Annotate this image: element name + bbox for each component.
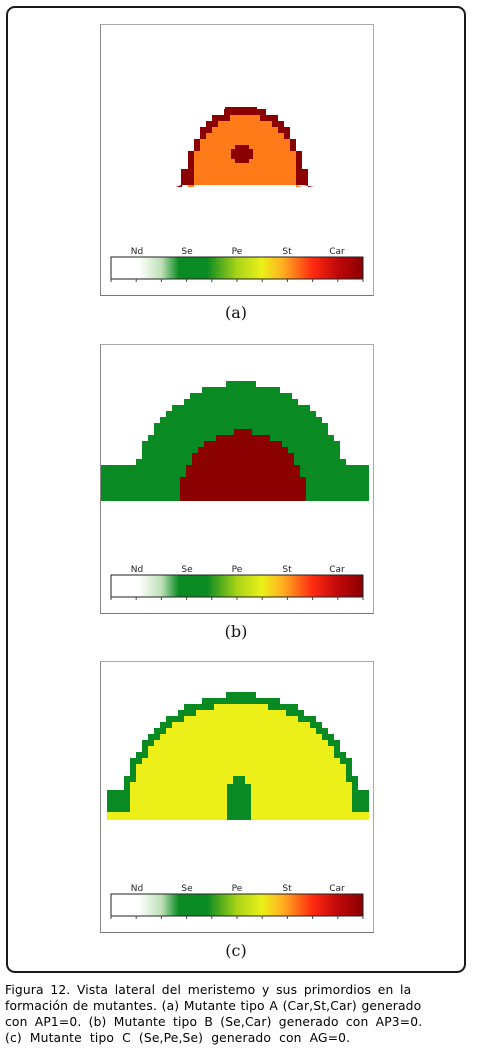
colorbar-gradient	[110, 893, 364, 917]
colorbar-label: St	[282, 247, 292, 257]
panel-b-label: (b)	[224, 622, 248, 641]
meristem-b-shape	[101, 381, 369, 501]
colorbar-gradient	[110, 574, 364, 598]
figure-frame	[6, 6, 466, 973]
left-edge	[101, 465, 107, 501]
colorbar-label: Pe	[232, 247, 243, 257]
colorbar-label: Nd	[131, 247, 143, 257]
corner-left	[181, 169, 187, 185]
colorbar-gradient	[110, 256, 364, 280]
colorbar-label: Nd	[131, 884, 143, 894]
center-dot-h	[231, 149, 253, 159]
center-bump	[227, 784, 251, 820]
colorbar-label: Car	[329, 565, 345, 575]
colorbar-label: Se	[181, 884, 193, 894]
colorbar-c: Nd Se Pe St Car	[110, 884, 364, 919]
colorbar-label: St	[282, 884, 292, 894]
colorbar-label: Se	[181, 247, 193, 257]
center-bump-top	[233, 776, 245, 786]
caption-line-4: (c) Mutante tipo C (Se,Pe,Se) generado c…	[5, 1031, 351, 1045]
panel-c-svg: Nd Se Pe St Car	[107, 692, 369, 919]
panel-c-label: (c)	[225, 941, 247, 960]
dome-inner-pe	[124, 704, 358, 812]
panel-a-svg: Nd Se Pe St Car	[110, 107, 364, 282]
colorbar-label: Se	[181, 565, 193, 575]
panel-a-label: (a)	[224, 303, 248, 322]
top-cap	[225, 107, 257, 113]
caption-line-2: formación de mutantes. (a) Mutante tipo …	[5, 999, 422, 1013]
dome-inner-car	[174, 429, 312, 501]
panel-a-plot: Nd Se Pe St Car	[100, 24, 374, 296]
caption-line-3: con AP1=0. (b) Mutante tipo B (Se,Car) g…	[5, 1015, 423, 1029]
colorbar-label: St	[282, 565, 292, 575]
corner-right	[297, 169, 303, 185]
figure-caption: Figura 12. Vista lateral del meristemo y…	[5, 982, 471, 1046]
colorbar-label: Car	[329, 247, 345, 257]
meristem-c-shape	[107, 692, 369, 820]
colorbar-label: Pe	[232, 565, 243, 575]
panel-c-plot: Nd Se Pe St Car	[100, 661, 374, 933]
caption-line-1: Figura 12. Vista lateral del meristemo y…	[5, 983, 412, 997]
colorbar-b: Nd Se Pe St Car	[110, 565, 364, 600]
colorbar-label: Pe	[232, 884, 243, 894]
colorbar-label: Car	[329, 884, 345, 894]
colorbar-label: Nd	[131, 565, 143, 575]
panel-b-svg: Nd Se Pe St Car	[101, 381, 369, 600]
meristem-a-shape	[176, 107, 314, 187]
colorbar-a: Nd Se Pe St Car	[110, 247, 364, 282]
panel-b-plot: Nd Se Pe St Car	[100, 344, 374, 614]
